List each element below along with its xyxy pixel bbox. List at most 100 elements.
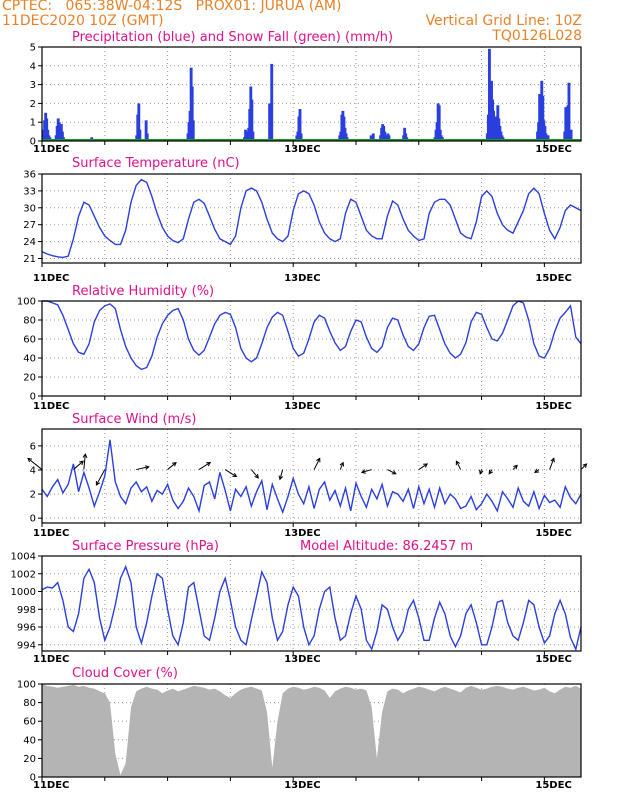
wind-arrow-head bbox=[144, 465, 150, 470]
wind-arrow-head bbox=[95, 481, 101, 486]
wind-arrow-head bbox=[488, 469, 494, 475]
header-station-line: CPTEC: 065:38W-04:12S PROX01: JURUA (AM) bbox=[2, 0, 342, 14]
panel-frame bbox=[41, 173, 582, 264]
precip-bar bbox=[191, 120, 195, 141]
precip-bar bbox=[268, 103, 272, 141]
precip-bar bbox=[251, 131, 255, 141]
y-tick-label: 100 bbox=[17, 680, 36, 691]
y-tick-label: 20 bbox=[23, 754, 36, 765]
panel-title: Surface Pressure (hPa) bbox=[72, 539, 219, 554]
wind-arrow bbox=[83, 454, 86, 470]
precip-bar bbox=[371, 133, 375, 141]
precip-bar bbox=[298, 109, 302, 141]
series-line bbox=[41, 439, 582, 515]
wind-arrow-head bbox=[550, 457, 555, 463]
panel-frame bbox=[41, 683, 582, 778]
wind-arrow-head bbox=[232, 472, 238, 478]
y-tick-label: 80 bbox=[23, 698, 36, 709]
panel-0: 01234511DEC13DEC15DEC17DEC19DEC21DEC23DE… bbox=[30, 30, 582, 155]
y-tick-label: 100 bbox=[17, 297, 36, 308]
x-tick-label: 11DEC bbox=[33, 654, 69, 665]
precip-bar bbox=[270, 63, 274, 141]
wind-arrow bbox=[198, 462, 211, 470]
panel-3: 024611DEC13DEC15DEC17DEC19DEC21DEC23DEC2… bbox=[27, 412, 588, 539]
x-tick-label: 15DEC bbox=[535, 273, 571, 284]
wind-arrow bbox=[455, 460, 462, 470]
x-tick-label: 11DEC bbox=[33, 144, 69, 155]
panel-5: 02040608010011DEC13DEC15DEC17DEC19DEC21D… bbox=[17, 666, 582, 791]
header-grid-line-note: Vertical Grid Line: 10Z bbox=[425, 13, 582, 29]
panel-frame bbox=[41, 300, 582, 397]
precip-bar bbox=[138, 129, 142, 141]
precip-bar bbox=[190, 86, 194, 141]
x-tick-label: 11DEC bbox=[33, 401, 69, 412]
y-tick-label: 4 bbox=[30, 61, 36, 72]
panel-frame bbox=[41, 555, 582, 652]
wind-arrow bbox=[250, 469, 259, 479]
x-tick-label: 15DEC bbox=[535, 654, 571, 665]
precip-bar bbox=[404, 133, 408, 141]
x-tick-label: 13DEC bbox=[284, 780, 320, 791]
wind-arrow-head bbox=[391, 470, 397, 475]
x-tick-label: 15DEC bbox=[535, 780, 571, 791]
panel-title: Relative Humidity (%) bbox=[72, 284, 214, 299]
wind-arrow bbox=[418, 463, 428, 470]
y-tick-label: 27 bbox=[23, 220, 36, 231]
x-tick-label: 13DEC bbox=[284, 401, 320, 412]
panel-title: Surface Temperature (nC) bbox=[72, 156, 240, 171]
wind-arrow bbox=[361, 469, 372, 473]
wind-arrow-head bbox=[534, 468, 539, 473]
wind-arrow bbox=[580, 463, 587, 470]
y-tick-label: 1000 bbox=[11, 587, 36, 598]
wind-arrow bbox=[73, 460, 84, 470]
header-model-code: TQ0126L028 bbox=[492, 28, 582, 44]
wind-arrow bbox=[279, 469, 284, 480]
panel-title: Precipitation (blue) and Snow Fall (gree… bbox=[72, 30, 393, 45]
y-tick-label: 0 bbox=[30, 392, 36, 403]
wind-arrow bbox=[387, 469, 397, 475]
series-line bbox=[41, 564, 582, 652]
y-tick-label: 2 bbox=[30, 99, 36, 110]
y-tick-label: 5 bbox=[30, 43, 36, 54]
y-tick-label: 4 bbox=[30, 465, 36, 476]
y-tick-label: 33 bbox=[23, 186, 36, 197]
wind-arrow-head bbox=[316, 457, 321, 463]
wind-arrow bbox=[136, 466, 149, 471]
precip-bar bbox=[144, 120, 148, 141]
y-tick-label: 0 bbox=[30, 137, 36, 148]
precip-bar bbox=[137, 103, 141, 141]
wind-arrow-head bbox=[360, 469, 366, 474]
y-tick-label: 0 bbox=[30, 773, 36, 784]
wind-arrow-head bbox=[513, 464, 518, 470]
panel-2: 02040608010011DEC13DEC15DEC17DEC19DEC21D… bbox=[17, 284, 582, 412]
panel-annotation: Model Altitude: 86.2457 m bbox=[300, 539, 473, 554]
y-tick-label: 1002 bbox=[11, 569, 36, 580]
wind-arrow-head bbox=[455, 460, 460, 466]
y-tick-label: 40 bbox=[23, 735, 36, 746]
wind-arrow bbox=[549, 458, 555, 470]
wind-arrow-head bbox=[172, 461, 177, 467]
precip-bar bbox=[567, 82, 571, 141]
x-tick-label: 13DEC bbox=[284, 144, 320, 155]
y-tick-label: 30 bbox=[23, 203, 36, 214]
precip-bar bbox=[541, 95, 545, 141]
y-tick-label: 994 bbox=[17, 640, 36, 651]
y-tick-label: 2 bbox=[30, 490, 36, 501]
x-tick-label: 15DEC bbox=[535, 144, 571, 155]
y-tick-label: 60 bbox=[23, 717, 36, 728]
series-line bbox=[41, 178, 582, 259]
wind-arrow-head bbox=[79, 460, 84, 466]
precip-bar bbox=[344, 133, 348, 141]
panel-1: 21242730333611DEC13DEC15DEC17DEC19DEC21D… bbox=[23, 156, 582, 284]
y-tick-label: 36 bbox=[23, 170, 36, 181]
wind-arrow-head bbox=[82, 453, 88, 459]
wind-arrow-head bbox=[206, 462, 212, 467]
precip-bar bbox=[369, 135, 373, 141]
precip-bar bbox=[437, 105, 441, 141]
precip-bar bbox=[145, 133, 149, 141]
wind-arrow-head bbox=[339, 461, 345, 467]
y-tick-label: 3 bbox=[30, 80, 36, 91]
wind-arrow bbox=[224, 469, 237, 477]
y-tick-label: 1 bbox=[30, 118, 36, 129]
